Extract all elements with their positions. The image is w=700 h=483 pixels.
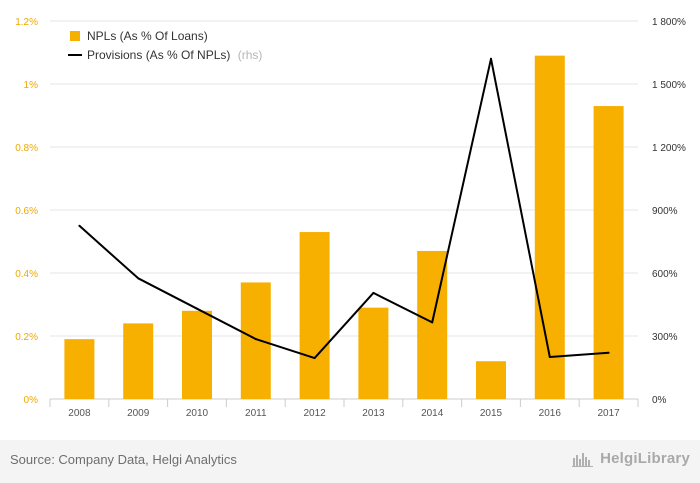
y-right-tick-label: 1 200%	[652, 143, 686, 154]
provisions-line	[78, 57, 609, 360]
source-note: Source: Company Data, Helgi Analytics	[10, 452, 237, 467]
line-point-2008	[78, 224, 81, 227]
y-axis-right: 0% 300% 600% 900% 1 200% 1 500% 1 800%	[652, 17, 686, 406]
chart: 0% 0.2% 0.4% 0.6% 0.8% 1% 1.2% 0% 300% 600% 900% 1…	[15, 17, 686, 419]
x-tick-label: 2010	[186, 408, 209, 419]
x-axis: 2008 2009 2010 2011 2012 2013 2014 2015 2016 2017	[68, 408, 620, 419]
line-point-2009	[137, 277, 140, 280]
legend-bar-swatch	[70, 31, 80, 41]
line-point-2010	[196, 307, 198, 310]
legend-bar-label: NPLs (As % Of Loans)	[87, 29, 208, 43]
footer: Source: Company Data, Helgi Analytics He…	[0, 440, 700, 483]
bar-2013	[358, 307, 389, 399]
line-point-2015	[490, 57, 492, 60]
line-point-2012	[313, 357, 316, 360]
y-left-tick-label: 0.8%	[15, 143, 38, 154]
y-left-tick-label: 0.6%	[15, 206, 38, 217]
line-point-2014	[431, 321, 434, 324]
bar-2012	[299, 232, 330, 399]
bar-2017	[593, 106, 624, 400]
bar-series	[64, 55, 624, 400]
legend: NPLs (As % Of Loans) Provisions (As % Of…	[68, 29, 262, 62]
brand-logo: HelgiLibrary	[572, 450, 690, 467]
y-right-tick-label: 1 500%	[652, 80, 686, 91]
y-left-tick-label: 0.4%	[15, 269, 38, 280]
y-left-tick-label: 1.2%	[15, 17, 38, 28]
y-right-tick-label: 1 800%	[652, 17, 686, 28]
library-skyline-icon	[572, 452, 594, 467]
line-point-2013	[372, 291, 375, 294]
y-left-tick-label: 0.2%	[15, 332, 38, 343]
x-tick-label: 2016	[539, 408, 562, 419]
line-point-2011	[254, 338, 257, 341]
x-tick-label: 2011	[245, 408, 267, 419]
line-series	[78, 57, 610, 360]
y-right-tick-label: 900%	[652, 206, 678, 217]
bar-2015	[476, 361, 506, 399]
line-point-2016	[548, 356, 551, 358]
x-tick-label: 2009	[127, 408, 150, 419]
x-tick-label: 2017	[597, 408, 620, 419]
line-point-2017	[607, 351, 610, 354]
y-axis-left: 0% 0.2% 0.4% 0.6% 0.8% 1% 1.2%	[15, 17, 38, 406]
y-right-tick-label: 0%	[652, 395, 667, 406]
x-tick-label: 2013	[362, 408, 385, 419]
y-right-tick-label: 300%	[652, 332, 678, 343]
bar-2008	[64, 339, 95, 399]
bar-2016	[534, 55, 565, 400]
x-tick-label: 2015	[480, 408, 503, 419]
legend-line-label: Provisions (As % Of NPLs)	[87, 48, 230, 62]
bar-2010	[182, 310, 212, 399]
y-right-tick-label: 600%	[652, 269, 678, 280]
y-left-tick-label: 1%	[24, 80, 39, 91]
y-left-tick-label: 0%	[24, 395, 39, 406]
brand-name: HelgiLibrary	[600, 450, 690, 467]
legend-line-label-group: Provisions (As % Of NPLs) (rhs)	[87, 48, 262, 62]
x-tick-label: 2014	[421, 408, 444, 419]
legend-line-suffix: (rhs)	[238, 48, 263, 62]
bar-2011	[240, 282, 271, 399]
bar-2009	[123, 323, 154, 399]
x-tick-label: 2012	[303, 408, 326, 419]
x-tick-label: 2008	[68, 408, 91, 419]
